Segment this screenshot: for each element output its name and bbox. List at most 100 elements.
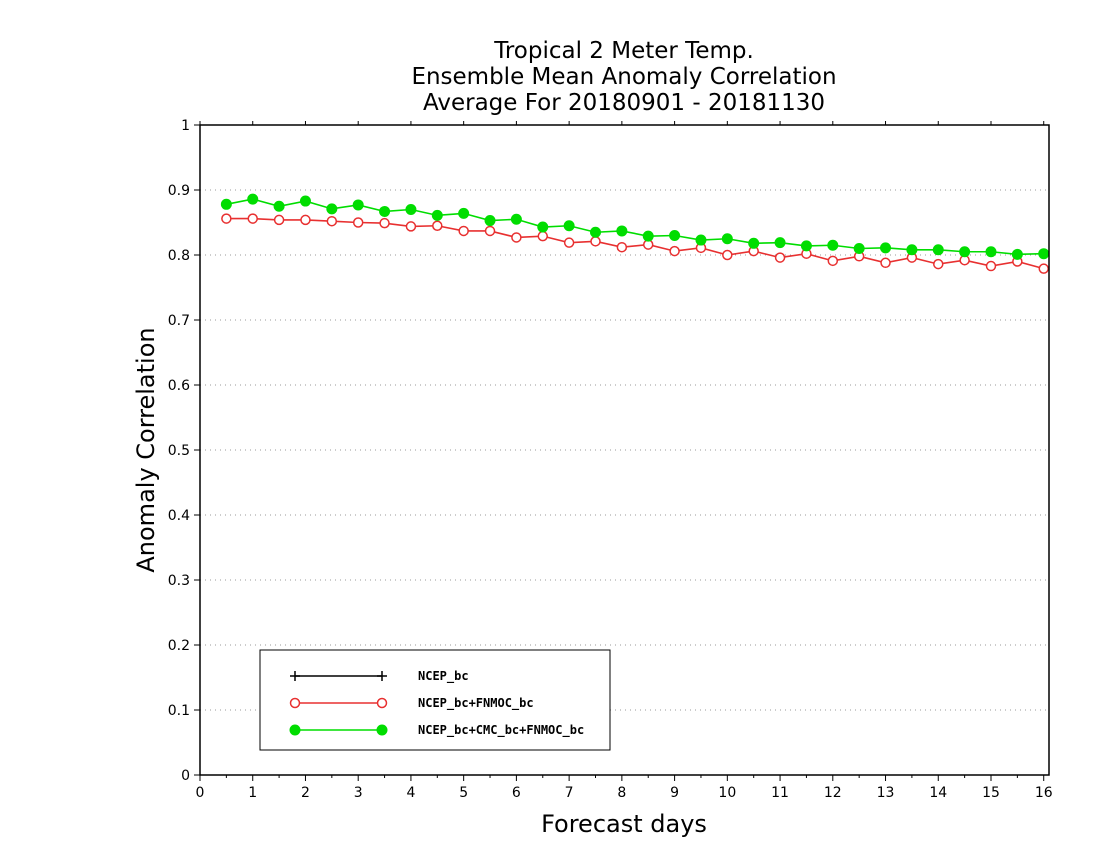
data-point	[326, 203, 338, 215]
y-tick-label: 0.2	[168, 638, 190, 654]
x-tick-label: 10	[718, 785, 736, 801]
data-point	[247, 193, 259, 205]
data-point	[1038, 263, 1049, 274]
data-point	[379, 205, 391, 217]
data-point	[616, 241, 628, 253]
y-tick-label: 0	[181, 768, 190, 784]
legend-label: NCEP_bc+CMC_bc+FNMOC_bc	[418, 723, 584, 738]
data-point	[590, 236, 601, 247]
x-tick-label: 8	[617, 785, 626, 801]
data-point	[827, 255, 839, 267]
x-tick-label: 12	[824, 785, 842, 801]
series-1	[221, 213, 1049, 274]
data-point	[432, 220, 443, 231]
y-tick-label: 0.5	[168, 443, 190, 459]
x-tick-label: 1	[248, 785, 257, 801]
data-point	[933, 258, 944, 270]
data-point	[484, 215, 496, 227]
x-tick-label: 2	[301, 785, 310, 801]
x-tick-label: 15	[982, 785, 1000, 801]
plot-frame	[199, 124, 1050, 776]
series-line	[226, 217, 1044, 270]
data-point	[326, 215, 338, 227]
x-tick-label: 7	[565, 785, 574, 801]
y-tick-label: 0.1	[168, 703, 190, 719]
data-point	[906, 244, 918, 256]
data-point	[221, 213, 232, 224]
data-point	[932, 244, 944, 256]
legend-label: NCEP_bc	[418, 669, 469, 684]
data-point	[589, 226, 601, 238]
data-point	[880, 257, 891, 269]
x-tick-label: 0	[196, 785, 205, 801]
y-tick-label: 0.4	[168, 508, 190, 524]
data-point	[748, 237, 760, 249]
legend-marker	[377, 671, 387, 681]
legend-label: NCEP_bc+FNMOC_bc	[418, 696, 534, 711]
data-point	[352, 217, 364, 228]
data-point	[273, 214, 285, 226]
y-tick-label: 0.3	[168, 573, 190, 589]
data-point	[827, 239, 839, 251]
y-tick-label: 0.8	[168, 248, 190, 264]
x-tick-label: 6	[512, 785, 521, 801]
data-point	[405, 204, 417, 215]
legend-box	[259, 649, 611, 751]
data-point	[405, 221, 417, 232]
legend: NCEP_bc NCEP_bc+FNMOC_bc NCEP_bc+CMC_bc+FN…	[259, 649, 611, 751]
legend-marker	[289, 697, 301, 709]
x-tick-label: 13	[877, 785, 895, 801]
data-point	[959, 246, 971, 258]
x-tick-label: 4	[406, 785, 415, 801]
data-point	[774, 237, 786, 249]
data-point	[1038, 248, 1050, 260]
y-axis-title: Anomaly Correlation	[132, 327, 160, 572]
chart-title-line-3: Average For 20180901 - 20181130	[423, 90, 825, 116]
data-point	[800, 240, 812, 252]
data-point	[1011, 248, 1023, 260]
legend-item: NCEP_bc+FNMOC_bc	[289, 696, 534, 711]
legend-item: NCEP_bc+CMC_bc+FNMOC_bc	[289, 723, 584, 738]
data-point	[695, 234, 707, 246]
data-point	[300, 214, 311, 226]
series-2	[220, 193, 1050, 260]
data-point	[642, 230, 654, 242]
data-point	[669, 230, 681, 241]
y-tick-label: 0.6	[168, 378, 190, 394]
x-tick-label: 11	[771, 785, 789, 801]
y-tick-label: 0.7	[168, 313, 190, 329]
data-point	[880, 242, 892, 254]
legend-marker	[289, 724, 301, 736]
x-tick-label: 9	[670, 785, 679, 801]
data-point	[299, 195, 311, 207]
data-point	[484, 225, 496, 237]
data-point	[510, 213, 522, 225]
x-axis-title: Forecast days	[541, 810, 707, 838]
series-lines	[220, 193, 1050, 274]
data-point	[511, 232, 522, 243]
x-tick-label: 5	[459, 785, 468, 801]
data-point	[458, 225, 469, 237]
chart-title: Tropical 2 Meter Temp. Ensemble Mean Ano…	[411, 38, 836, 116]
data-point	[537, 221, 549, 233]
legend-marker	[376, 697, 388, 709]
data-point	[563, 237, 575, 248]
data-point	[985, 246, 997, 258]
data-point	[537, 230, 549, 242]
gridlines	[200, 189, 1049, 711]
data-point	[220, 198, 232, 210]
y-tick-label: 0.9	[168, 183, 190, 199]
x-tick-label: 16	[1035, 785, 1053, 801]
data-point	[247, 213, 258, 224]
data-point	[985, 260, 997, 272]
legend-marker	[290, 671, 300, 681]
data-point	[853, 243, 865, 254]
y-tick-label: 1	[181, 118, 190, 134]
data-point	[722, 249, 733, 261]
legend-item: NCEP_bc	[290, 669, 469, 684]
data-point	[669, 245, 680, 257]
data-point	[431, 209, 443, 221]
data-point	[458, 207, 470, 219]
chart-title-line-2: Ensemble Mean Anomaly Correlation	[411, 64, 836, 90]
data-point	[774, 252, 786, 263]
